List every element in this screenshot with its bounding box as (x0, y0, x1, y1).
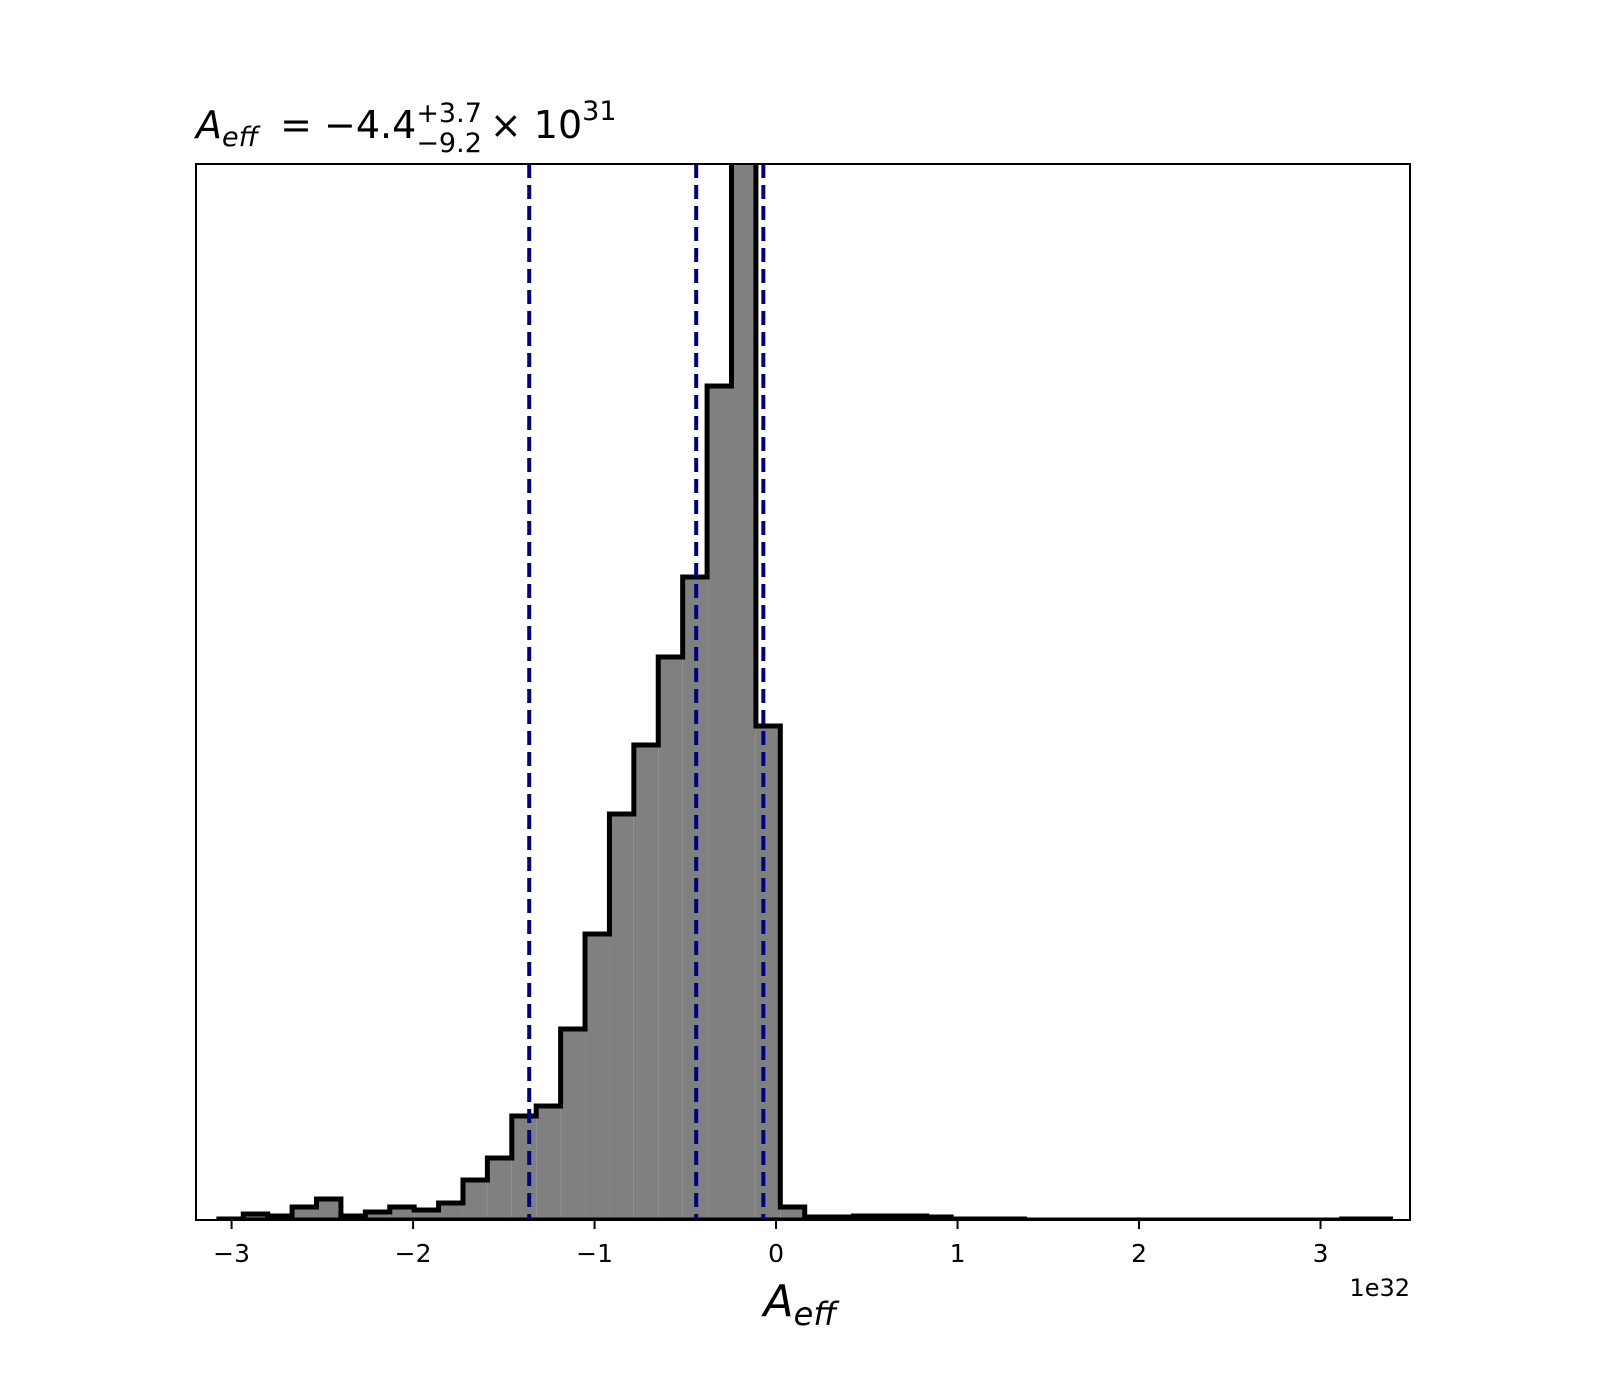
xlabel-subscript: eff (794, 1295, 841, 1333)
bar (292, 1207, 317, 1220)
x-offset-label: 1e32 (1349, 1274, 1410, 1302)
bar (511, 1116, 537, 1220)
axes-frame (195, 163, 1411, 1221)
bar (780, 1207, 805, 1220)
x-tick-label: 3 (1313, 1239, 1329, 1268)
xlabel-symbol: A (761, 1276, 794, 1327)
bar (316, 1199, 341, 1220)
bar (658, 657, 683, 1220)
bar (414, 1210, 439, 1220)
bar (536, 1106, 561, 1220)
bar (633, 745, 659, 1220)
bar (438, 1203, 463, 1220)
x-tick-label: −1 (576, 1239, 613, 1268)
bar (707, 386, 732, 1220)
title-times: × 10 (490, 103, 582, 147)
bar (755, 726, 781, 1220)
x-tick-label: 1 (950, 1239, 966, 1268)
title-upper: +3.7 (416, 98, 482, 129)
bar (462, 1180, 488, 1220)
bar (585, 934, 610, 1220)
title-equals: = −4.4 (280, 103, 416, 147)
title-symbol: A (193, 103, 222, 147)
title-lower: −9.2 (416, 128, 482, 159)
x-tick-label: −3 (213, 1239, 250, 1268)
histogram-outline (216, 164, 1394, 1220)
bar (487, 1158, 512, 1220)
plot-area (216, 164, 1394, 1220)
bar (731, 164, 756, 1220)
bar (609, 814, 634, 1220)
bar (560, 1029, 586, 1220)
bar (243, 1214, 268, 1220)
title-subscript: eff (222, 122, 261, 153)
x-tick-label: 2 (1131, 1239, 1147, 1268)
title-exponent: 31 (582, 96, 616, 127)
x-tick-label: −2 (395, 1239, 432, 1268)
bar (365, 1212, 390, 1220)
x-axis-label: Aeff (761, 1276, 841, 1333)
x-tick-label: 0 (768, 1239, 784, 1268)
bar (389, 1207, 415, 1220)
chart-title: Aeff = −4.4+3.7 −9.2 × 1031 (193, 96, 617, 159)
